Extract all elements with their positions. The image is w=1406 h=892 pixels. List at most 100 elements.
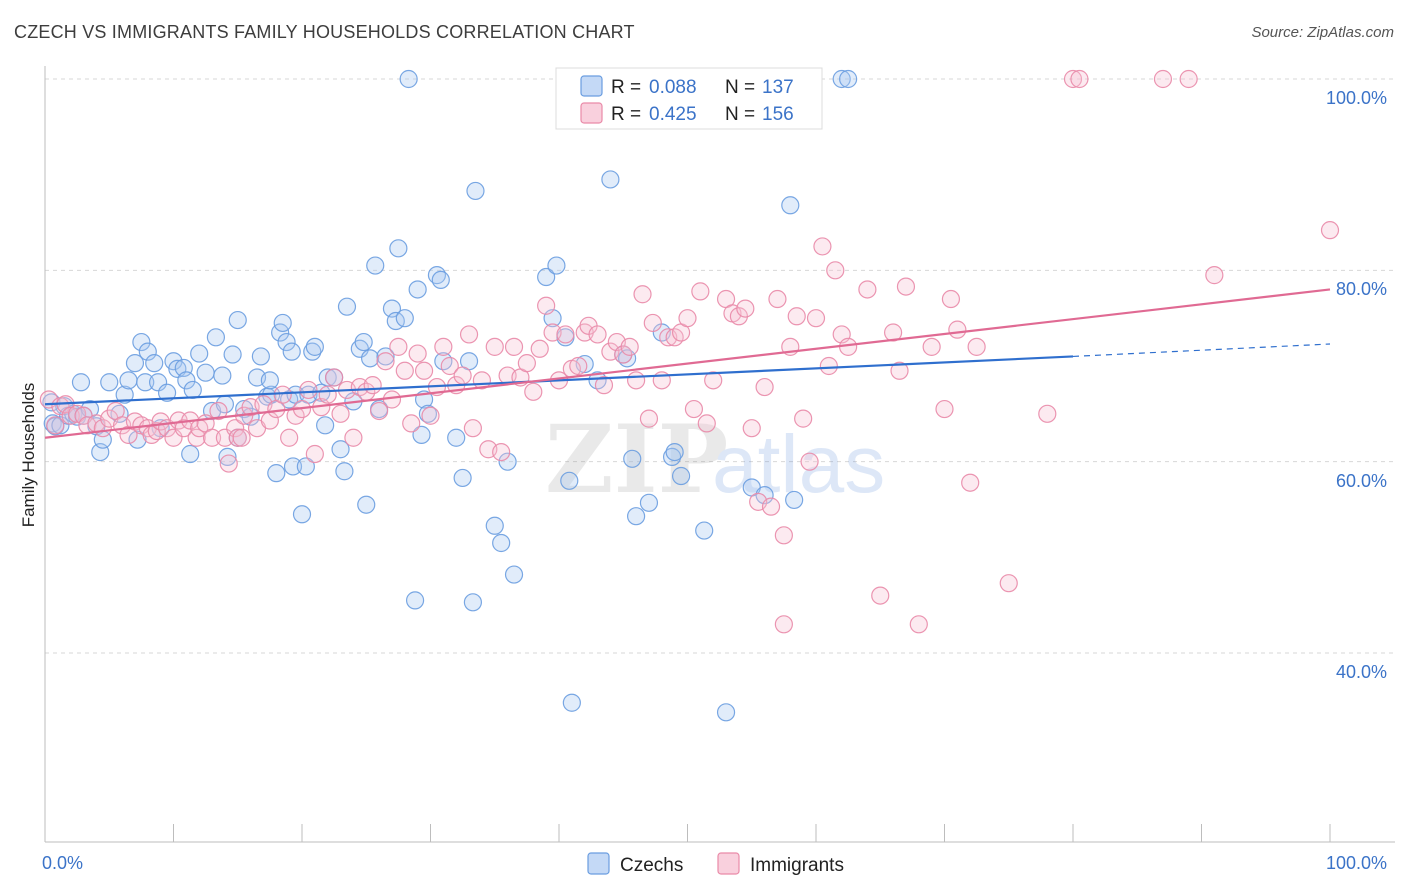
czechs-point [781,196,800,215]
immigrants-point [280,428,299,447]
immigrants-point [678,309,697,328]
immigrants-point [620,337,639,356]
immigrants-point [948,320,967,339]
immigrants-point [202,428,222,447]
immigrants-point [813,237,832,256]
czechs-point [260,371,279,390]
czechs-point [213,366,232,385]
immigrants-point [761,497,781,516]
immigrants-point [504,337,524,356]
y-tick-label-100: 100.0% [1326,88,1387,108]
immigrants-point [408,344,427,363]
czechs-point [466,181,485,201]
immigrants-point [331,404,350,423]
czechs-point [267,464,286,483]
immigrants-point [46,416,65,435]
immigrants-point [325,368,344,387]
immigrants-point [421,406,440,425]
czechs-point [128,430,147,449]
immigrants-point [800,452,819,471]
czechs-trend-extension [1072,343,1331,358]
immigrants-point [1320,221,1340,240]
immigrants-point [286,406,305,425]
immigrants-point [588,325,607,344]
czechs-point [665,443,684,462]
immigrants-point [935,399,954,419]
immigrants-point [871,586,890,605]
czechs-point [547,256,566,275]
immigrants-point [344,428,363,447]
immigrants-trend-line [44,288,1331,439]
czechs-point [418,404,438,423]
czechs-point [695,521,714,540]
legend-swatch-czechs [580,75,603,97]
immigrants-point [896,277,916,296]
legend-n-label-immigrants: N = [725,104,755,125]
immigrants-point [363,376,382,395]
czechs-point [138,342,157,361]
bottom-legend-swatch-immigrants [717,852,740,875]
czechs-point [485,516,504,535]
immigrants-point [209,401,228,421]
czechs-point [639,493,659,512]
immigrants-point [787,307,806,326]
czechs-point [408,280,427,299]
legend-box: R = 0.088 N = 137 R = 0.425 N = 156 [555,67,823,130]
immigrants-point [594,376,614,395]
y-tick-label-80: 80.0% [1336,279,1387,299]
immigrants-point [219,454,238,473]
czechs-point [832,69,851,89]
tick-labels: 0.0% 100.0% 40.0% 60.0% 80.0% 100.0% [42,88,1387,873]
immigrants-point [492,443,511,462]
czechs-point [148,373,168,392]
source-label: Source: ZipAtlas.com [1251,24,1394,41]
czechs-point [357,495,376,514]
y-tick-label-60: 60.0% [1336,471,1387,491]
trend-lines [44,288,1331,439]
czechs-point [157,383,177,402]
czechs-trend-line [44,355,1074,406]
immigrants-point [704,371,723,390]
czechs-point [71,373,91,392]
bottom-legend-swatch-czechs [587,852,610,875]
immigrants-point [299,380,318,400]
czechs-point [251,347,270,366]
immigrants-point [569,356,588,376]
immigrants-point [794,409,813,428]
czechs-point [366,256,385,275]
czechs-point [412,425,431,444]
czechs-point [190,344,209,363]
legend-r-value-czechs: 0.088 [649,77,697,98]
immigrants-point [370,401,389,421]
y-axis-title: Family Households [19,383,38,528]
czechs-point [463,593,483,612]
immigrants-point [1153,69,1173,89]
immigrants-point [389,337,408,356]
immigrants-point [890,361,909,380]
immigrants-point [961,473,980,492]
immigrants-point [819,356,838,376]
czechs-point [447,428,466,447]
czechs-point [504,565,524,584]
czechs-point [623,449,642,468]
czechs-point [296,457,315,476]
immigrants-point [376,352,395,371]
x-tick-label-max: 100.0% [1326,853,1387,873]
immigrants-point [440,356,459,376]
immigrants-point [434,337,453,356]
immigrants-point [826,261,845,280]
axes [44,66,1395,843]
immigrants-point [858,280,877,299]
watermark-atlas: atlas [712,419,885,510]
immigrants-point [999,574,1018,593]
czechs-point [431,270,450,289]
czechs-point [361,349,380,368]
immigrants-point [524,382,543,401]
czechs-point [601,170,620,189]
immigrants-point [1063,69,1083,89]
legend-n-value-czechs: 137 [762,77,794,98]
czechs-point [292,505,312,524]
czechs-point [316,416,335,435]
czechs-point [537,267,556,287]
